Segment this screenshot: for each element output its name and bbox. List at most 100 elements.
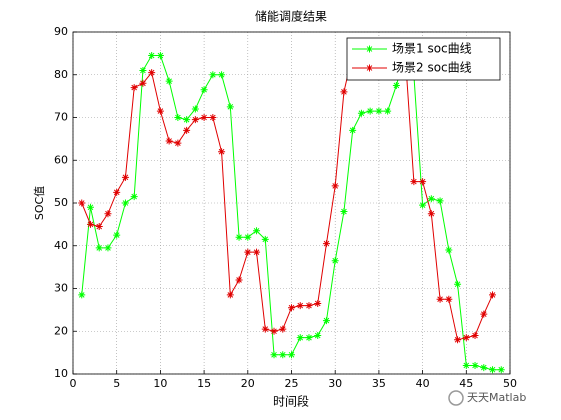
marker (314, 299, 322, 307)
marker (305, 334, 313, 342)
marker (454, 280, 462, 288)
marker (148, 69, 156, 77)
marker (156, 107, 164, 115)
marker (427, 195, 435, 203)
marker (419, 178, 427, 186)
marker (218, 71, 226, 79)
y-tick-label: 90 (54, 25, 68, 38)
marker (183, 116, 191, 124)
marker (121, 173, 129, 181)
marker (200, 114, 208, 121)
x-tick-label: 35 (372, 377, 386, 390)
marker (270, 327, 278, 335)
marker (331, 257, 339, 265)
marker (78, 199, 86, 207)
marker (130, 193, 138, 201)
marker (410, 178, 418, 186)
y-tick-label: 80 (54, 68, 68, 81)
y-tick-label: 60 (54, 153, 68, 166)
marker (156, 52, 164, 60)
legend-label: 场景2 soc曲线 (392, 61, 472, 75)
marker (357, 109, 365, 117)
y-tick-label: 50 (54, 196, 68, 209)
marker (489, 366, 497, 374)
marker (121, 199, 129, 207)
marker (165, 137, 173, 145)
marker (86, 203, 94, 211)
marker (218, 148, 226, 156)
marker (471, 361, 479, 369)
marker (296, 334, 304, 342)
marker (340, 88, 348, 96)
marker (462, 361, 470, 369)
y-axis-label: SOC值 (33, 186, 46, 220)
marker (104, 244, 112, 252)
marker (261, 325, 269, 333)
marker (78, 291, 86, 299)
x-tick-label: 15 (197, 377, 211, 390)
marker (322, 317, 330, 325)
marker (209, 114, 217, 121)
x-tick-label: 30 (328, 377, 342, 390)
marker (130, 84, 138, 92)
marker (226, 103, 234, 111)
marker (497, 366, 505, 374)
x-tick-label: 10 (153, 377, 167, 390)
marker (95, 244, 103, 252)
marker (191, 105, 199, 113)
marker (165, 77, 173, 85)
marker (113, 188, 121, 196)
legend-marker (366, 45, 373, 53)
marker (375, 107, 383, 115)
marker (183, 126, 191, 134)
marker (436, 295, 444, 303)
x-axis-label: 时间段 (273, 394, 309, 409)
marker (419, 201, 427, 209)
legend-box (346, 37, 501, 81)
marker (253, 227, 261, 235)
marker (392, 81, 400, 89)
marker (296, 302, 304, 310)
x-tick-label: 45 (459, 377, 473, 390)
y-tick-label: 70 (54, 111, 68, 124)
legend-marker (366, 64, 373, 72)
y-tick-label: 40 (54, 239, 68, 252)
marker (322, 240, 330, 248)
marker (104, 210, 112, 218)
marker (261, 235, 269, 243)
marker (445, 246, 453, 254)
marker (174, 139, 182, 147)
x-tick-label: 25 (285, 377, 299, 390)
chart-title: 储能调度结果 (255, 9, 327, 24)
marker (436, 197, 444, 205)
marker (209, 71, 217, 79)
y-tick-label: 20 (54, 324, 68, 337)
marker (331, 182, 339, 190)
marker (384, 107, 392, 115)
marker (270, 351, 278, 359)
marker (148, 52, 156, 60)
marker (340, 208, 348, 216)
marker (471, 332, 479, 340)
marker (95, 223, 103, 231)
x-tick-label: 50 (503, 377, 517, 390)
marker (279, 351, 287, 359)
marker (480, 364, 488, 372)
y-tick-label: 10 (54, 367, 68, 380)
x-tick-label: 40 (416, 377, 430, 390)
marker (366, 107, 374, 115)
marker (235, 276, 243, 284)
marker (314, 332, 322, 340)
watermark-icon (448, 390, 464, 406)
marker (427, 210, 435, 218)
marker (113, 231, 121, 239)
marker (244, 248, 252, 256)
axes-box (72, 31, 511, 375)
marker (445, 295, 453, 303)
legend-label: 场景1 soc曲线 (392, 42, 472, 56)
x-tick-label: 0 (70, 377, 77, 390)
marker (235, 233, 243, 241)
x-tick-label: 5 (113, 377, 120, 390)
